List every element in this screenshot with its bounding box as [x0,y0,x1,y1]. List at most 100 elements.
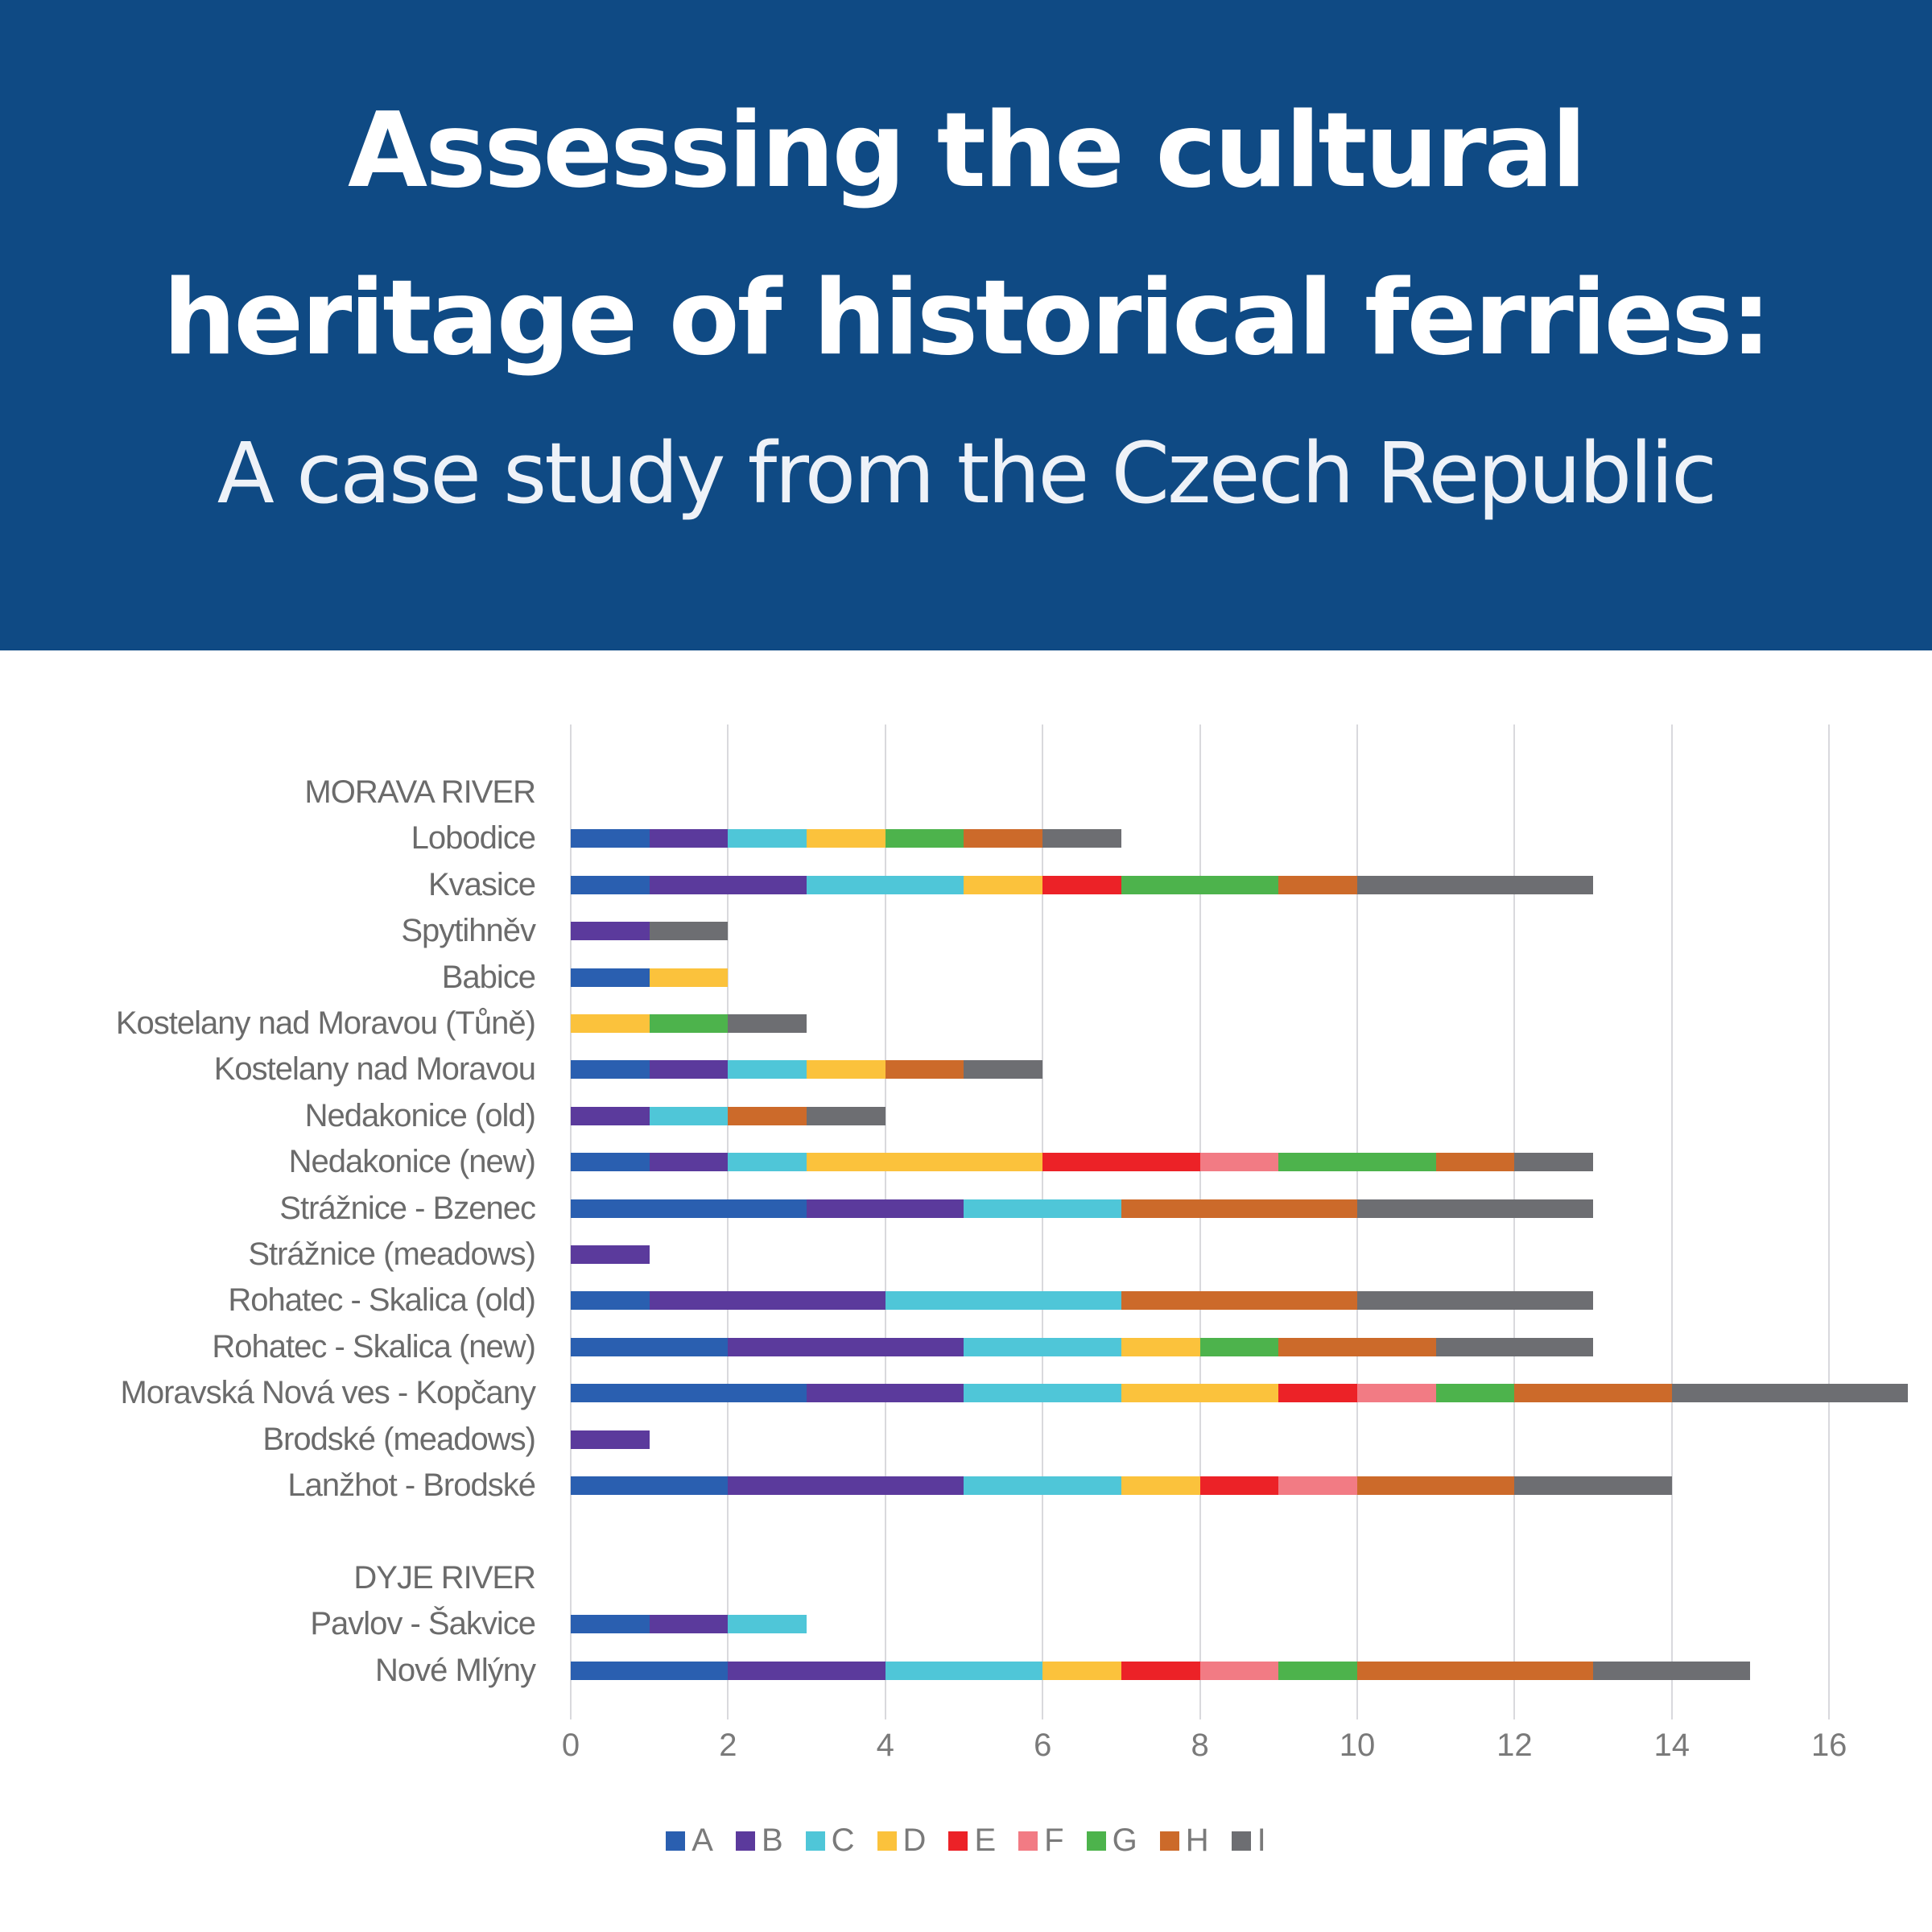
legend-item-b: B [735,1823,783,1859]
legend-label: A [691,1823,713,1858]
legend-label: D [902,1823,927,1858]
bar-segment-a [571,1153,650,1172]
legend-item-a: A [666,1823,713,1859]
bar-segment-i [1671,1384,1908,1403]
bar-segment-f [1278,1476,1357,1495]
bar-segment-f [1199,1661,1279,1680]
bar-segment-i [728,1014,807,1033]
legend-swatch-icon [1086,1831,1106,1851]
bar-segment-e [1042,875,1121,894]
bar-segment-c [885,1291,1121,1311]
bar-segment-g [1278,1661,1357,1680]
legend-swatch-icon [805,1831,825,1851]
bar-segment-i [1435,1337,1594,1356]
category-label: Kvasice [427,866,536,902]
bar-segment-g [649,1014,729,1033]
category-label: Moravská Nová ves - Kopčany [120,1375,536,1411]
category-label: Kostelany nad Moravou [213,1051,536,1088]
bar-segment-f [1199,1153,1279,1172]
x-tick-label: 4 [876,1728,894,1763]
gridline [727,724,729,1719]
bar-segment-d [1121,1337,1200,1356]
bar-segment-b [571,1106,650,1125]
bar-segment-d [1121,1384,1279,1403]
legend-swatch-icon [735,1831,755,1851]
bar-segment-b [728,1476,964,1495]
bar-segment-h [1278,875,1357,894]
x-tick-label: 8 [1191,1728,1209,1763]
gridline [1356,724,1358,1719]
bar-segment-c [728,1153,807,1172]
legend-label: H [1185,1823,1209,1858]
bar-segment-i [649,922,729,941]
bar-segment-g [1278,1153,1436,1172]
bar-segment-c [728,829,807,848]
gridline [1199,724,1201,1719]
bar-segment-h [1121,1291,1357,1311]
stacked-bar [571,1245,650,1264]
bar-segment-b [571,922,650,941]
bar-segment-e [1199,1476,1279,1495]
legend-label: G [1112,1823,1137,1858]
bar-segment-d [964,875,1043,894]
x-tick-label: 10 [1339,1728,1376,1763]
category-label: Kostelany nad Moravou (Tůně) [115,1005,536,1041]
bar-segment-h [885,1060,964,1080]
category-label: Nedakonice (old) [304,1097,536,1133]
bar-segment-a [571,968,650,987]
category-label: Pavlov - Šakvice [310,1606,536,1642]
legend-label: F [1044,1823,1064,1858]
bar-segment-a [571,1661,729,1680]
legend-swatch-icon [948,1831,968,1851]
legend-swatch-icon [666,1831,686,1851]
bar-segment-a [571,1615,650,1634]
stacked-bar [571,829,1121,848]
bar-segment-a [571,1384,807,1403]
bar-segment-b [571,1245,650,1264]
bar-segment-h [1121,1199,1357,1218]
stacked-bar [571,1106,886,1125]
bar-segment-f [1356,1384,1436,1403]
x-tick-label: 16 [1810,1728,1847,1763]
stacked-bar [571,1430,650,1449]
category-label: Babice [441,959,536,995]
bar-segment-d [807,1060,886,1080]
bar-segment-i [1356,1199,1594,1218]
legend-swatch-icon [877,1831,897,1851]
bar-segment-h [1514,1384,1672,1403]
stacked-bar [571,1153,1593,1172]
gridline [1670,724,1673,1719]
legend-item-g: G [1086,1823,1137,1859]
gridline [884,724,886,1719]
bar-segment-c [964,1337,1121,1356]
category-label: Nedakonice (new) [288,1144,536,1180]
legend-label: B [761,1823,783,1858]
bar-segment-e [1121,1661,1200,1680]
bar-segment-c [649,1106,729,1125]
gridline [570,724,572,1719]
category-label: Spytihněv [401,913,536,949]
x-tick-label: 14 [1653,1728,1690,1763]
bar-segment-g [1121,875,1279,894]
legend-swatch-icon [1159,1831,1179,1851]
stacked-bar-chart: 0 2 4 6 8 10 12 14 16 MORAVA RIVER Lobodice Kvasice… [0,650,1932,1932]
stacked-bar [571,1476,1672,1495]
gridline [1513,724,1516,1719]
bar-segment-b [807,1384,964,1403]
bar-segment-i [1593,1661,1751,1680]
bar-segment-b [649,1615,729,1634]
legend-label: E [974,1823,997,1858]
legend-item-h: H [1159,1823,1209,1859]
bar-segment-d [1121,1476,1200,1495]
bar-segment-c [964,1476,1121,1495]
legend-item-c: C [805,1823,855,1859]
bar-segment-d [807,829,886,848]
category-label: Strážnice (meadows) [248,1236,536,1272]
bar-segment-i [1356,875,1594,894]
category-label: Strážnice - Bzenec [279,1190,536,1226]
bar-segment-d [1042,1661,1121,1680]
stacked-bar [571,1661,1751,1680]
bar-segment-i [1042,829,1121,848]
bar-segment-b [649,1153,729,1172]
bar-segment-b [728,1337,964,1356]
